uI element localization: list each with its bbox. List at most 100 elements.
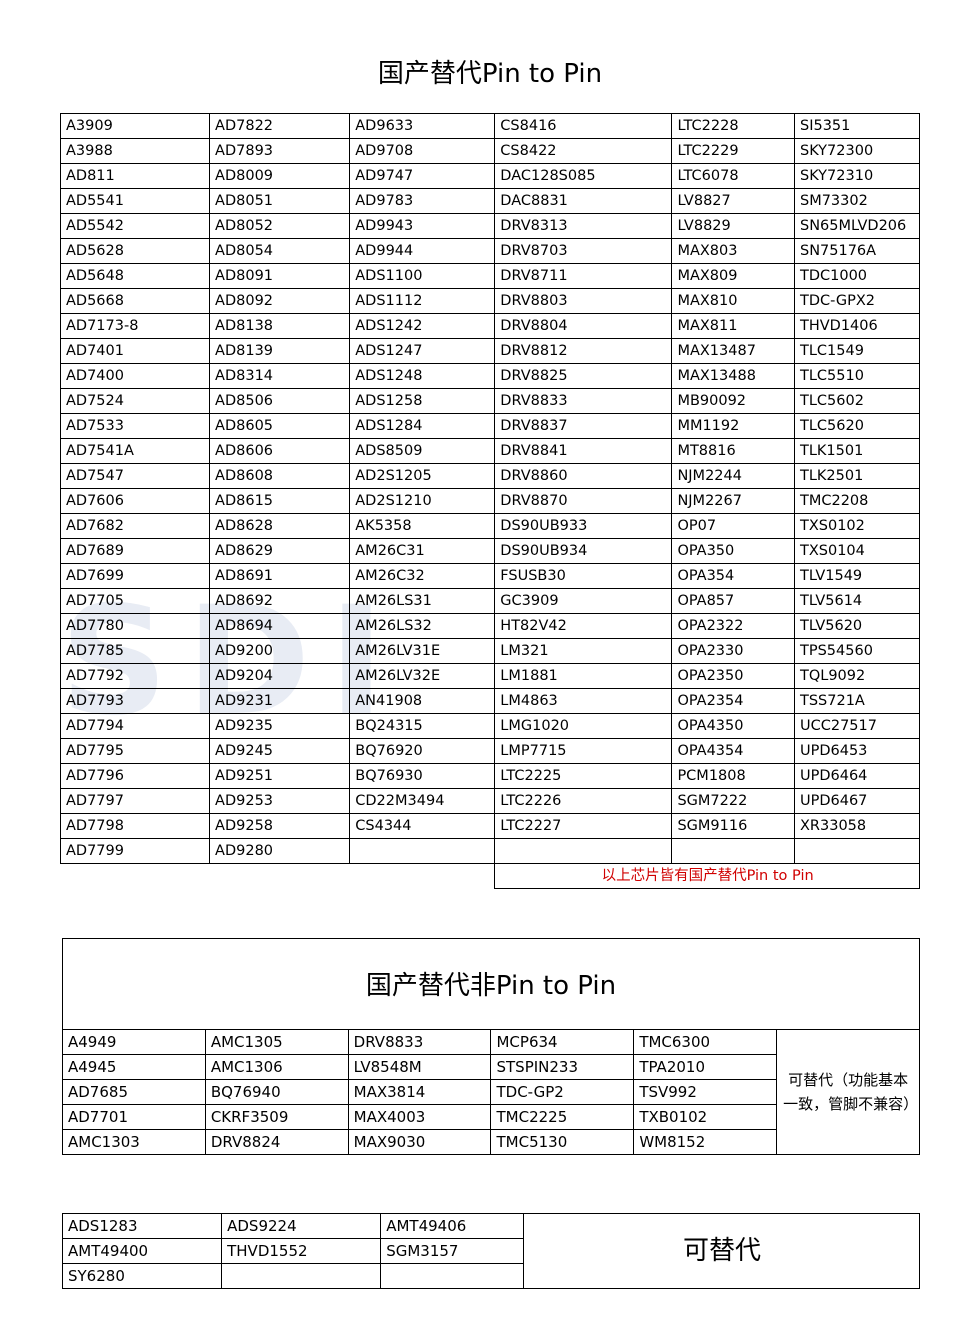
part-number-cell: AD7547: [59, 463, 211, 489]
part-number-cell: MAX3814: [347, 1079, 492, 1105]
part-number-cell: ADS1247: [349, 338, 496, 364]
part-number-cell: AD8051: [209, 188, 351, 214]
part-number-cell: DRV8812: [494, 338, 673, 364]
part-number-cell: AD7685: [62, 1079, 206, 1105]
part-number-cell: AD9253: [209, 788, 351, 814]
part-number-cell: MAX13487: [671, 338, 795, 364]
part-number-cell: ADS1283: [61, 1213, 223, 1239]
part-number-cell: TLK1501: [793, 438, 921, 464]
part-number-cell: AD5668: [59, 288, 211, 314]
part-number-cell: LTC6078: [671, 163, 795, 189]
part-number-cell: TLC5620: [793, 413, 921, 439]
part-number-cell: SM73302: [793, 188, 921, 214]
table-row: AD7794 AD9235 BQ24315 LMG1020 OPA4350 UCC2751…: [59, 713, 921, 739]
table-row: AD7795 AD9245 BQ76920 LMP7715 OPA4354 UPD6453: [59, 738, 921, 764]
part-number-cell: AD7785: [59, 638, 211, 664]
part-number-cell: LV8548M: [347, 1054, 492, 1080]
table-row: AD7793 AD9231 AN41908 LM4863 OPA2354 TSS721A: [59, 688, 921, 714]
part-number-cell: DRV8313: [494, 213, 673, 239]
part-number-cell: AD9747: [349, 163, 496, 189]
part-number-cell: ADS1258: [349, 388, 496, 414]
part-number-cell: LMP7715: [494, 738, 673, 764]
part-number-cell: AN41908: [349, 688, 496, 714]
part-number-cell: UPD6467: [793, 788, 921, 814]
part-number-cell: AD8694: [209, 613, 351, 639]
part-number-cell: DRV8803: [494, 288, 673, 314]
part-number-cell: WM8152: [633, 1129, 778, 1155]
part-number-cell: TMC5130: [490, 1129, 635, 1155]
part-number-cell: DRV8824: [204, 1129, 349, 1155]
part-number-cell: LM321: [494, 638, 673, 664]
part-number-cell: TLV1549: [793, 563, 921, 589]
part-number-cell: AD9944: [349, 238, 496, 264]
part-number-cell: AD7401: [59, 338, 211, 364]
table-row: AD7682 AD8628 AK5358 DS90UB933 OP07 TXS0102: [59, 513, 921, 539]
part-number-cell: AD7797: [59, 788, 211, 814]
part-number-cell: MAX811: [671, 313, 795, 339]
table-footnote-row: 以上芯片皆有国产替代Pin to Pin: [61, 863, 920, 889]
part-number-cell: DRV8833: [347, 1029, 492, 1055]
part-number-cell: AD8606: [209, 438, 351, 464]
part-number-cell: OP07: [671, 513, 795, 539]
part-number-cell: OPA2322: [671, 613, 795, 639]
part-number-cell: AD8506: [209, 388, 351, 414]
table-row: AD5541 AD8051 AD9783 DAC8831 LV8827 SM73302: [59, 188, 921, 214]
page-title: 国产替代Pin to Pin: [377, 59, 603, 89]
part-number-cell: AD9204: [209, 663, 351, 689]
part-number-cell: SY6280: [61, 1263, 223, 1289]
table-row: AMC1303 DRV8824 MAX9030 TMC5130 WM8152: [62, 1129, 920, 1155]
part-number-cell: SGM9116: [671, 813, 795, 839]
table-row: AD811 AD8009 AD9747 DAC128S085 LTC6078 SKY723…: [59, 163, 921, 189]
part-number-cell: AM26C31: [349, 538, 496, 564]
table-row: AMT49400 THVD1552 SGM3157: [61, 1238, 920, 1264]
part-number-cell: SI5351: [793, 113, 921, 139]
non-pin-to-pin-title: 国产替代非Pin to Pin: [62, 938, 920, 1030]
part-number-cell: LTC2225: [494, 763, 673, 789]
part-number-cell: AD7606: [59, 488, 211, 514]
part-number-cell: FSUSB30: [494, 563, 673, 589]
part-number-cell: AD2S1210: [349, 488, 496, 514]
part-number-cell: TSV992: [633, 1079, 778, 1105]
replaceable-note: 可替代: [523, 1213, 920, 1289]
pin-to-pin-table-container: A3909 AD7822 AD9633 CS8416 LTC2228 SI5351 A398…: [59, 113, 921, 889]
part-number-cell: LMG1020: [494, 713, 673, 739]
part-number-cell: UPD6464: [793, 763, 921, 789]
part-number-cell: THVD1406: [793, 313, 921, 339]
table-row: AD5648 AD8091 ADS1100 DRV8711 MAX809 TDC1000: [59, 263, 921, 289]
part-number-cell: STSPIN233: [490, 1054, 635, 1080]
part-number-cell: AD8009: [209, 163, 351, 189]
part-number-cell: BQ76930: [349, 763, 496, 789]
part-number-cell: UPD6453: [793, 738, 921, 764]
part-number-cell: TMC2225: [490, 1104, 635, 1130]
part-number-cell: AD9245: [209, 738, 351, 764]
part-number-cell: AD2S1205: [349, 463, 496, 489]
table-row: AD7780 AD8694 AM26LS32 HT82V42 OPA2322 TLV562…: [59, 613, 921, 639]
part-number-cell: PCM1808: [671, 763, 795, 789]
part-number-cell: AD7524: [59, 388, 211, 414]
part-number-cell: AD7792: [59, 663, 211, 689]
table-row: A3909 AD7822 AD9633 CS8416 LTC2228 SI5351: [59, 113, 921, 139]
empty-cell: [350, 864, 495, 889]
part-number-cell: AD5542: [59, 213, 211, 239]
table-row: AD7799 AD9280: [59, 838, 921, 864]
part-number-cell: AD7682: [59, 513, 211, 539]
part-number-cell: AD9200: [209, 638, 351, 664]
part-number-cell: AMT49400: [61, 1238, 223, 1264]
part-number-cell: AD7780: [59, 613, 211, 639]
part-number-cell: AD9708: [349, 138, 496, 164]
part-number-cell: TSS721A: [793, 688, 921, 714]
part-number-cell: AD9943: [349, 213, 496, 239]
table-row: AD7785 AD9200 AM26LV31E LM321 OPA2330 TPS5456…: [59, 638, 921, 664]
part-number-cell: SGM7222: [671, 788, 795, 814]
part-number-cell: AM26LS32: [349, 613, 496, 639]
part-number-cell: DAC8831: [494, 188, 673, 214]
part-number-cell: AD8691: [209, 563, 351, 589]
table-row: AD7701 CKRF3509 MAX4003 TMC2225 TXB0102: [62, 1104, 920, 1130]
part-number-cell: AD8092: [209, 288, 351, 314]
part-number-cell: MAX810: [671, 288, 795, 314]
part-number-cell: SGM3157: [380, 1238, 525, 1264]
table-row: AD7796 AD9251 BQ76930 LTC2225 PCM1808 UPD6464: [59, 763, 921, 789]
part-number-cell: AD8139: [209, 338, 351, 364]
pin-to-pin-table: A3909 AD7822 AD9633 CS8416 LTC2228 SI5351 A398…: [59, 113, 921, 889]
replaceable-table-container: ADS1283 ADS9224 AMT49406 可替代 AMT49400 THVD155…: [61, 1213, 920, 1289]
